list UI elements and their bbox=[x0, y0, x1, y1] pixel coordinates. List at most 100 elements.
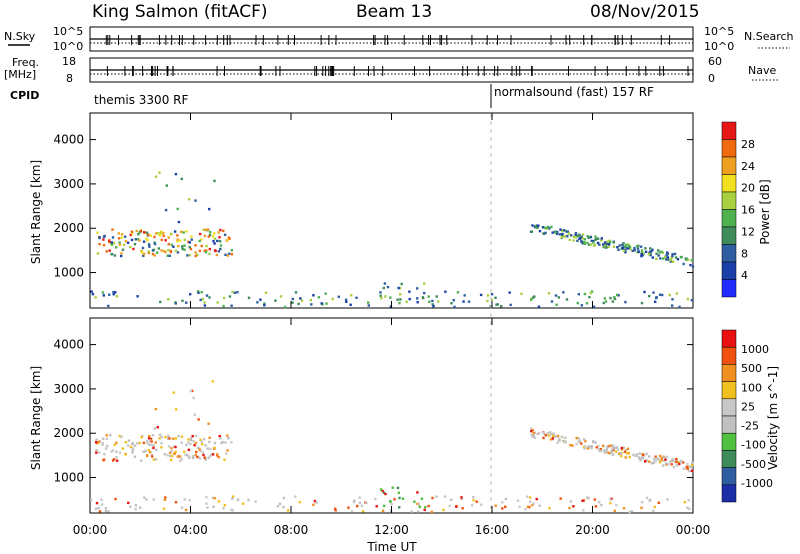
data-cell bbox=[638, 452, 641, 455]
data-cell bbox=[417, 510, 420, 513]
data-cell bbox=[602, 449, 606, 452]
data-cell bbox=[110, 241, 113, 244]
data-cell bbox=[230, 508, 233, 511]
colorbar-tick-label: -100 bbox=[741, 439, 766, 452]
data-cell bbox=[158, 234, 161, 237]
data-cell bbox=[282, 505, 285, 509]
data-cell bbox=[675, 457, 678, 461]
data-cell bbox=[583, 241, 586, 244]
data-cell bbox=[664, 458, 667, 461]
data-cell bbox=[294, 495, 297, 498]
data-cell bbox=[636, 247, 640, 250]
data-cell bbox=[423, 291, 426, 295]
data-cell bbox=[247, 296, 251, 299]
data-cell bbox=[185, 443, 188, 447]
data-cell bbox=[309, 298, 312, 302]
data-cell bbox=[546, 432, 549, 435]
data-cell bbox=[615, 446, 619, 449]
data-cell bbox=[197, 418, 200, 421]
data-cell bbox=[379, 291, 382, 294]
data-cell bbox=[140, 251, 144, 254]
data-cell bbox=[577, 437, 580, 440]
data-cell bbox=[431, 299, 434, 303]
data-cell bbox=[690, 463, 694, 467]
data-cell bbox=[208, 231, 212, 234]
data-cell bbox=[154, 441, 157, 444]
data-cell bbox=[570, 234, 573, 237]
data-cell bbox=[263, 302, 266, 305]
data-cell bbox=[530, 434, 533, 437]
data-cell bbox=[208, 207, 211, 211]
data-cell bbox=[588, 296, 591, 299]
data-cell bbox=[236, 291, 239, 294]
data-cell bbox=[665, 455, 669, 459]
data-cell bbox=[536, 432, 539, 436]
data-cell bbox=[613, 297, 617, 301]
data-cell bbox=[516, 499, 520, 502]
data-cell bbox=[577, 293, 580, 296]
data-cell bbox=[554, 294, 558, 297]
data-cell bbox=[367, 304, 370, 307]
data-cell bbox=[222, 304, 225, 308]
data-cell bbox=[185, 453, 188, 457]
data-cell bbox=[574, 236, 577, 239]
data-cell bbox=[460, 497, 463, 501]
data-cell bbox=[197, 446, 200, 449]
data-cell bbox=[98, 242, 101, 246]
colorbar-cell bbox=[721, 450, 737, 468]
data-cell bbox=[247, 498, 250, 502]
x-tick-label: 12:00 bbox=[374, 523, 409, 537]
data-cell bbox=[160, 435, 163, 439]
data-cell bbox=[529, 500, 532, 503]
data-cell bbox=[572, 235, 576, 238]
data-cell bbox=[620, 447, 624, 450]
data-cell bbox=[142, 441, 146, 445]
data-cell bbox=[552, 434, 555, 437]
data-cell bbox=[648, 460, 651, 463]
data-cell bbox=[604, 241, 607, 244]
data-cell bbox=[180, 458, 183, 461]
y-tick-label: 4000 bbox=[53, 338, 84, 352]
data-cell bbox=[224, 253, 227, 256]
velocity-colorbar-cells: 1000 500 100 25 -25 -100 -500 -1000 bbox=[721, 329, 773, 503]
data-cell bbox=[167, 236, 170, 239]
data-cell bbox=[136, 442, 139, 445]
data-cell bbox=[421, 296, 425, 299]
data-cell bbox=[526, 505, 530, 509]
data-cell bbox=[671, 458, 674, 461]
data-cell bbox=[181, 299, 184, 302]
data-cell bbox=[233, 291, 237, 294]
data-cell bbox=[237, 499, 240, 502]
data-cell bbox=[588, 236, 591, 239]
data-cell bbox=[169, 232, 173, 236]
data-cell bbox=[563, 440, 566, 443]
x-tick-label: 20:00 bbox=[575, 523, 610, 537]
data-cell bbox=[200, 440, 203, 443]
data-cell bbox=[416, 297, 419, 300]
data-cell bbox=[168, 254, 171, 257]
data-cell bbox=[152, 444, 155, 447]
data-cell bbox=[610, 449, 613, 452]
data-cell bbox=[208, 233, 212, 237]
data-cell bbox=[122, 243, 126, 247]
data-cell bbox=[102, 294, 105, 297]
data-cell bbox=[177, 244, 180, 248]
data-cell bbox=[200, 291, 203, 294]
data-cell bbox=[230, 253, 234, 256]
data-cell bbox=[657, 249, 660, 252]
data-cell bbox=[148, 434, 151, 438]
data-cell bbox=[533, 436, 537, 439]
data-cell bbox=[384, 492, 387, 496]
data-cell bbox=[221, 440, 225, 444]
data-cell bbox=[189, 439, 193, 442]
data-cell bbox=[688, 465, 692, 468]
data-cell bbox=[193, 413, 196, 416]
data-cell bbox=[645, 452, 648, 456]
x-tick-label: 16:00 bbox=[475, 523, 510, 537]
data-cell bbox=[216, 453, 219, 456]
data-cell bbox=[115, 450, 118, 453]
data-cell bbox=[166, 454, 169, 457]
data-cell bbox=[596, 237, 600, 240]
data-cell bbox=[690, 299, 694, 302]
